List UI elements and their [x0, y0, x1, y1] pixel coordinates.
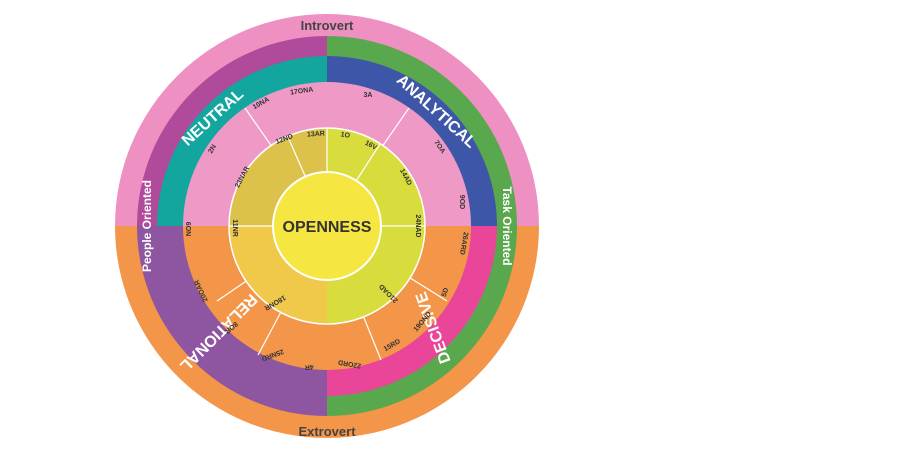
code-2n: 2N — [207, 144, 218, 155]
code-22ord: 22ORD — [338, 358, 362, 369]
code-3a: 3A — [364, 92, 373, 99]
axis-top-label: Introvert — [301, 18, 354, 33]
axis-left-label: People Oriented — [140, 180, 154, 272]
code-24nad: 24NAD — [414, 215, 421, 238]
code-11nr: 11NR — [231, 219, 238, 237]
code-9od: 9OD — [458, 195, 465, 209]
code-4r: 4R — [304, 363, 314, 371]
code-13ar: 13AR — [307, 130, 325, 138]
code-5d: 5D — [441, 287, 451, 298]
axis-bottom-label: Extrovert — [298, 424, 356, 439]
center-circle — [272, 171, 382, 281]
code-1o: 1O — [340, 131, 351, 140]
code-26ard: 26ARD — [458, 231, 469, 255]
code-17ona: 17ONA — [290, 86, 314, 96]
center-label: OPENNESS — [283, 219, 372, 236]
axis-right-label: Task Oriented — [500, 186, 514, 265]
code-6on: 6ON — [184, 222, 191, 236]
